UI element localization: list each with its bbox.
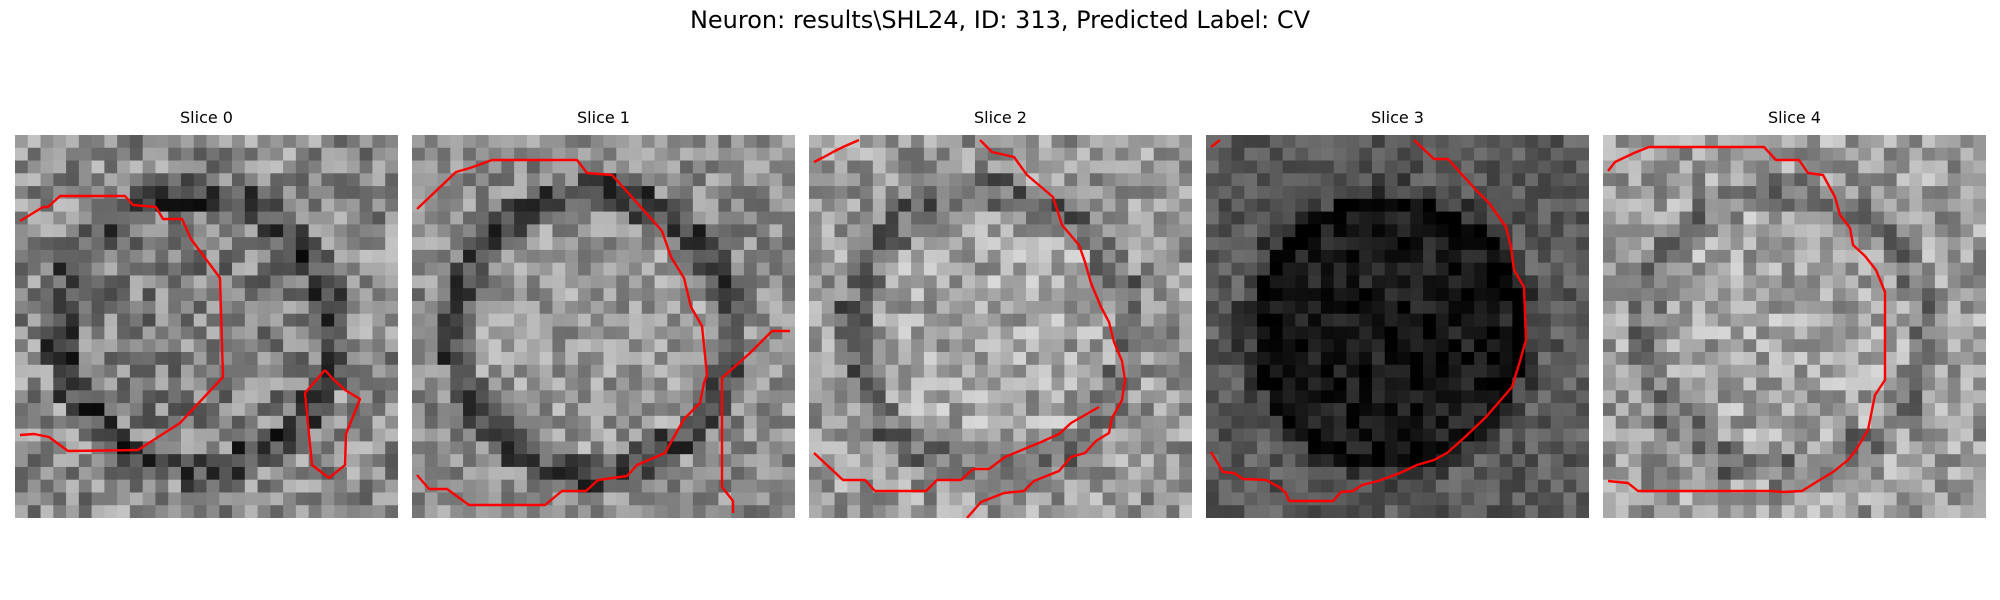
slice-title: Slice 1 — [577, 108, 630, 127]
slice-pixels — [1206, 135, 1589, 518]
slice-pixels — [15, 135, 398, 518]
slice-image — [809, 135, 1192, 518]
slice-pixels — [412, 135, 795, 518]
cell-contour — [966, 139, 1127, 518]
slice-pixels — [1603, 135, 1986, 518]
slice-image — [15, 135, 398, 518]
cell-contour — [416, 158, 709, 507]
slice-image — [412, 135, 795, 518]
slice-panel: Slice 4 — [1603, 108, 1986, 518]
slice-title: Slice 4 — [1768, 108, 1821, 127]
slice-panel: Slice 1 — [412, 108, 795, 518]
cell-contour — [813, 138, 860, 164]
slice-image — [1603, 135, 1986, 518]
slice-panel: Slice 3 — [1206, 108, 1589, 518]
slice-pixels — [809, 135, 1192, 518]
cell-contour — [19, 194, 225, 453]
cell-contour — [1607, 145, 1887, 494]
slice-title: Slice 0 — [180, 108, 233, 127]
cell-contour — [303, 369, 362, 480]
slice-image — [1206, 135, 1589, 518]
slice-panel: Slice 2 — [809, 108, 1192, 518]
cell-contour — [720, 329, 790, 513]
slice-panel: Slice 0 — [15, 108, 398, 518]
cell-contour — [1209, 139, 1528, 503]
cell-contour — [813, 405, 1100, 493]
figure-title: Neuron: results\SHL24, ID: 313, Predicte… — [689, 6, 1311, 34]
slice-title: Slice 2 — [974, 108, 1027, 127]
slice-title: Slice 3 — [1371, 108, 1424, 127]
cell-contour — [1210, 139, 1221, 148]
